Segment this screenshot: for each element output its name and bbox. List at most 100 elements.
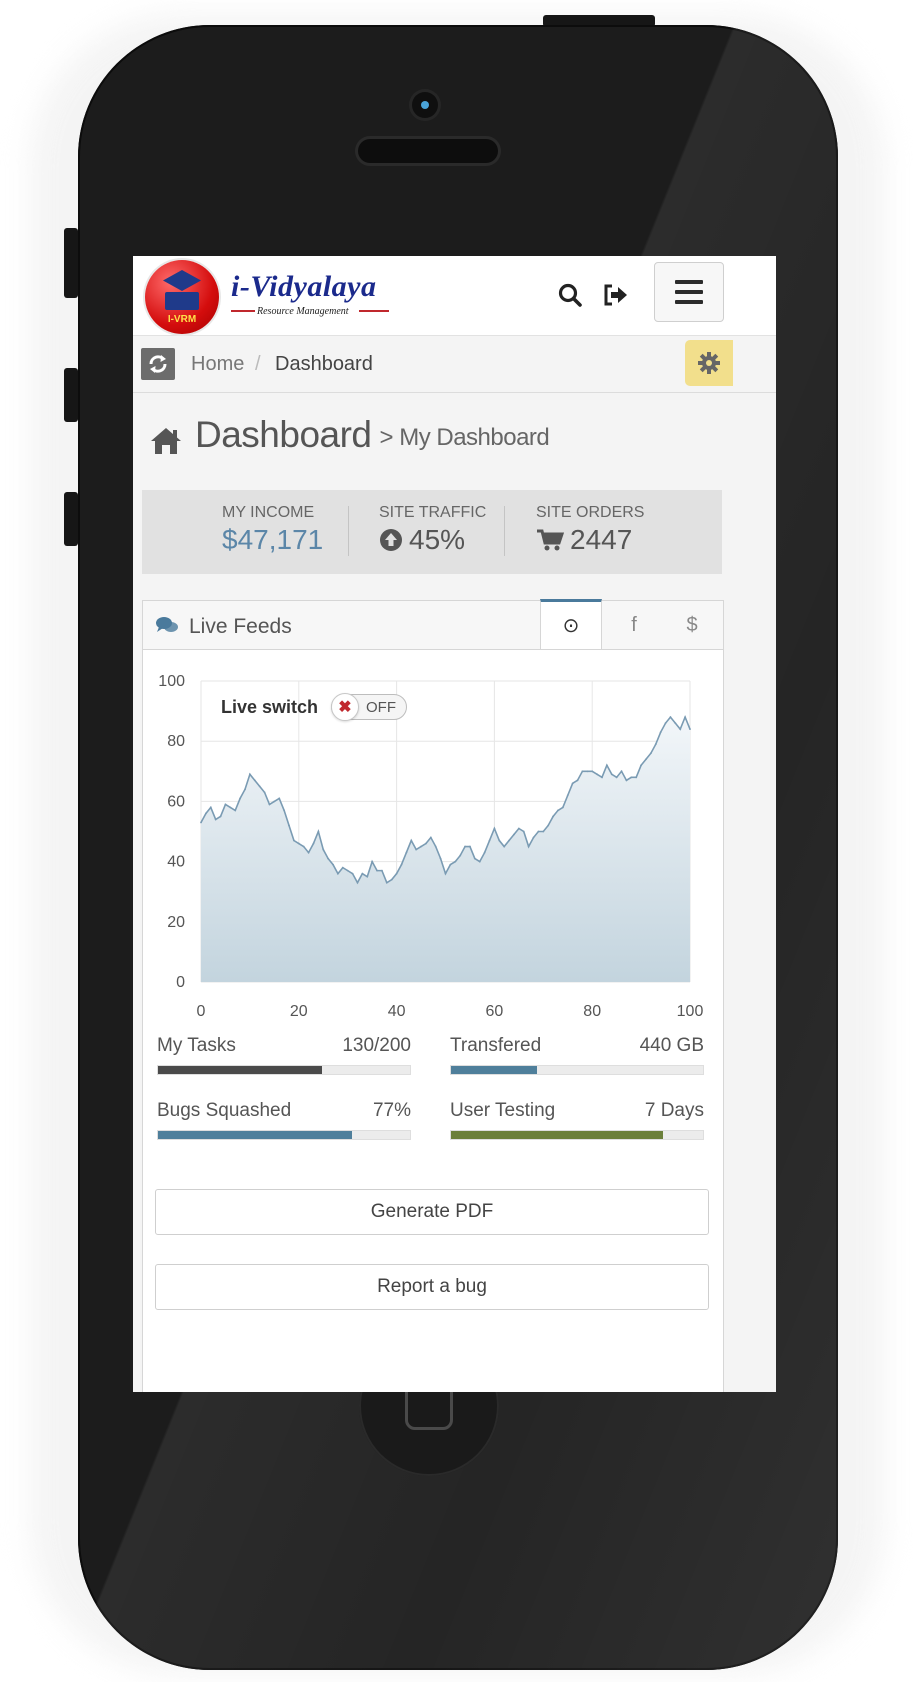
breadcrumb-home-link[interactable]: Home [191,353,245,375]
live-feed-chart: 0 20 40 60 80 100 0 20 40 60 80 100 [143,661,723,1031]
chart-point [366,875,369,878]
live-feeds-header: Live Feeds ⊙ f $ [143,599,723,650]
chart-point [317,830,320,833]
chart-point [649,752,652,755]
logo-icon[interactable]: I-VRM [145,260,219,334]
chart-point [449,863,452,866]
close-icon: ✖ [331,693,359,721]
progress-fill [158,1066,322,1074]
hamburger-menu-button[interactable] [654,262,724,322]
stat-divider [348,506,349,556]
chart-point [615,776,618,779]
chart-point [425,842,427,845]
stat-value: 45% [379,524,529,556]
progress-fill [451,1066,537,1074]
earpiece-speaker [358,139,498,163]
progress-label: Bugs Squashed [157,1100,292,1121]
live-switch-toggle[interactable]: ✖ OFF [331,693,407,721]
chart-point [503,845,506,848]
hamburger-menu-icon [675,280,703,284]
chart-point [244,788,246,791]
hamburger-line [675,290,703,294]
page-subtitle: > My Dashboard [379,424,550,451]
comments-icon [156,617,178,632]
chart-point [405,851,408,854]
chart-point [566,794,569,797]
chart-point [327,857,330,860]
chart-point [478,860,481,863]
stat-value: 2447 [536,524,686,556]
chart-point [469,845,471,848]
chart-point [395,872,398,875]
stat-site-orders: SITE ORDERS 2447 [536,504,686,556]
stat-value-text: 2447 [570,524,633,555]
chart-point [576,779,579,782]
chart-point [278,797,281,800]
progress-my-tasks: My Tasks 130/200 [157,1035,411,1075]
brand-tagline: Resource Management [257,306,349,317]
chart-point [586,770,589,773]
tab-dollar[interactable]: $ [661,601,723,649]
search-icon[interactable] [553,278,587,312]
live-feed-chart-svg: 0 20 40 60 80 100 0 20 40 60 80 100 [158,673,703,1020]
logo-badge: I-VRM [167,314,197,325]
y-tick-label: 0 [176,974,185,991]
y-tick-label: 60 [167,793,185,810]
chart-point [307,851,310,854]
chart-point [596,773,598,776]
stat-my-income: MY INCOME $47,171 [222,504,372,556]
y-tick-label: 80 [167,733,185,750]
chart-point [219,815,222,818]
chart-point [268,803,271,806]
home-icon [151,428,181,454]
front-camera [412,92,438,118]
progress-fill [451,1131,663,1139]
chart-point [620,770,623,773]
dollar-icon: $ [686,613,698,636]
stat-label: SITE TRAFFIC [379,504,487,521]
report-bug-button[interactable]: Report a bug [155,1264,709,1310]
chart-point [200,821,202,824]
settings-button[interactable] [685,340,733,386]
chart-point [214,818,217,821]
chart-point [684,716,687,719]
chart-point [381,869,383,872]
chart-point [234,809,237,812]
refresh-button[interactable] [141,348,175,380]
y-tick-label: 100 [158,673,185,690]
progress-label: Transfered [450,1035,542,1056]
chart-point [513,833,515,836]
breadcrumb-separator: / [255,353,261,375]
chart-point [337,872,339,875]
chart-point [640,764,642,767]
chart-point [669,716,672,719]
chart-point [376,869,378,872]
chart-point [659,731,662,734]
generate-pdf-button[interactable]: Generate PDF [155,1189,709,1235]
chart-point [224,803,227,806]
tab-clock[interactable]: ⊙ [540,599,602,649]
chart-point [654,743,657,746]
page-header: Dashboard > My Dashboard [149,406,550,456]
chart-point [253,779,256,782]
chart-point [488,839,491,842]
live-feeds-panel: Live Feeds ⊙ f $ 0 20 40 60 80 100 0 20 40 60 80 10… [142,599,724,1392]
progress-bugs-squashed: Bugs Squashed 77% [157,1100,411,1140]
graduation-cap-icon [163,270,201,291]
stat-value-text: $47,171 [222,524,324,555]
brand-name[interactable]: i-Vidyalaya [231,270,377,303]
power-button [543,15,655,27]
y-tick-label: 20 [167,914,185,931]
sign-out-icon[interactable] [599,278,633,312]
x-tick-label: 60 [486,1003,504,1020]
tab-facebook[interactable]: f [603,601,665,649]
chart-point [356,881,359,884]
chart-point [605,764,608,767]
chart-point [581,770,584,773]
chart-point [390,878,393,881]
chart-point [410,839,413,842]
breadcrumb-current: Dashboard [275,353,373,375]
chart-point [283,809,286,812]
chart-point [434,845,437,848]
chart-point [293,839,295,842]
